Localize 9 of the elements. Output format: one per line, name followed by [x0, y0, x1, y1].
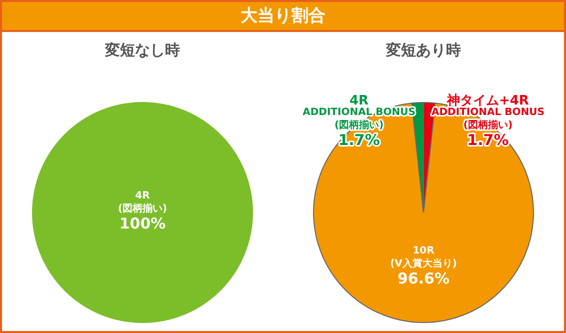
chart-title: 変短あり時: [385, 40, 461, 59]
chart-title: 変短なし時: [104, 40, 180, 59]
text: 大当り割合: [2, 2, 564, 32]
data-label: 1.7%: [338, 130, 380, 149]
data-label: 100%: [119, 214, 166, 232]
data-label: 96.6%: [397, 269, 450, 288]
data-label: 1.7%: [467, 130, 509, 149]
slice-label: 4R (図柄揃い): [118, 190, 168, 215]
slice-label: 10R (V入賞大当り): [390, 246, 457, 270]
